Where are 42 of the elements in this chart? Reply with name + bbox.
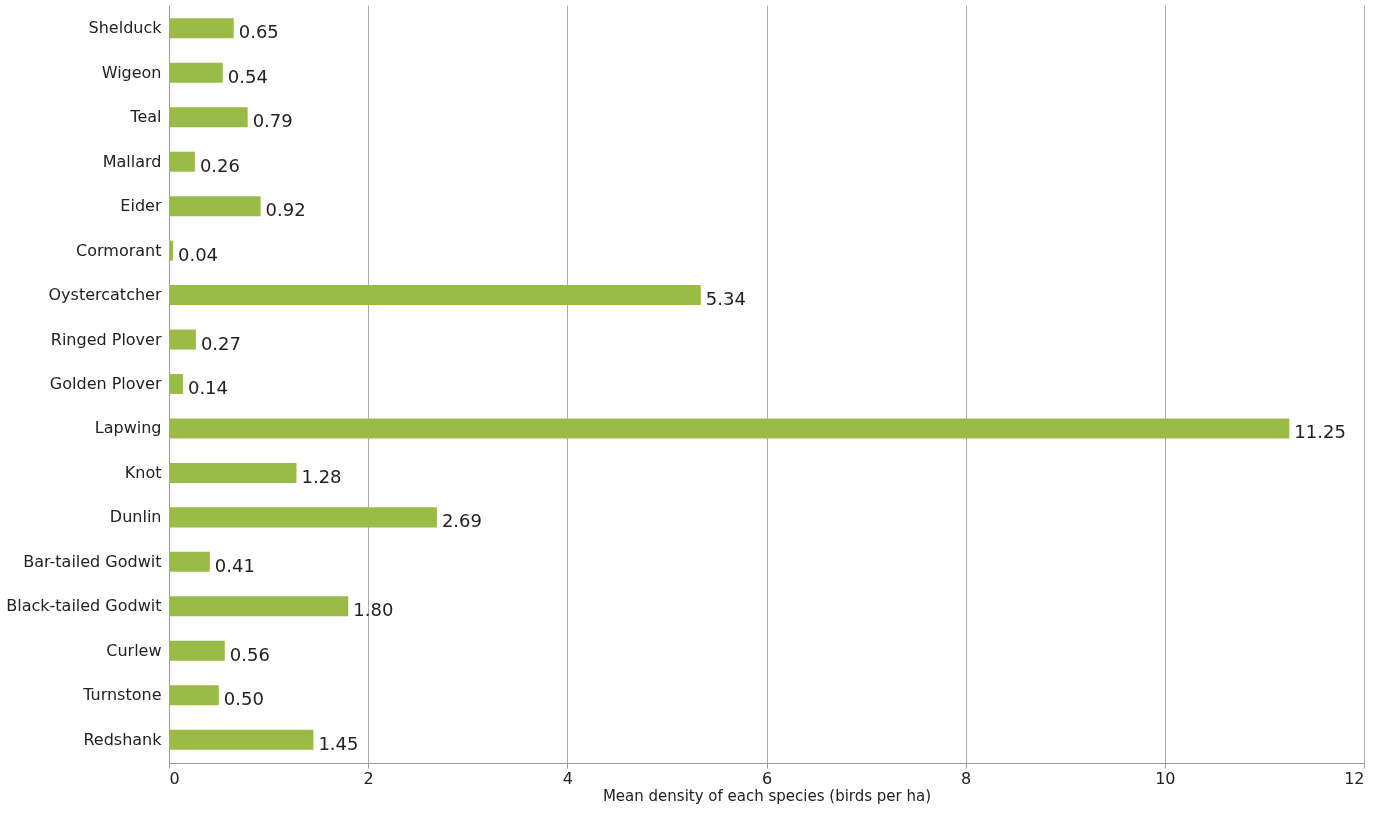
data-label: 0.27	[200, 332, 241, 354]
y-tick-label: Curlew	[106, 640, 162, 660]
data-label: 0.04	[177, 243, 219, 265]
y-tick-label: Cormorant	[76, 240, 162, 260]
y-tick-label: Redshank	[83, 729, 163, 749]
data-label: 0.65	[238, 21, 279, 43]
data-label: 1.28	[301, 465, 342, 487]
data-label: 1.45	[318, 732, 359, 754]
y-tick-label: Dunlin	[109, 507, 162, 527]
data-label: 0.56	[229, 643, 270, 665]
y-tick-label: Lapwing	[94, 418, 162, 438]
y-tick-label: Mallard	[102, 151, 162, 171]
y-tick-label: Oystercatcher	[48, 285, 162, 305]
data-label: 0.92	[265, 199, 306, 221]
y-tick-label: Wigeon	[101, 62, 162, 82]
data-label: 0.26	[199, 154, 240, 176]
data-label: 1.80	[353, 599, 394, 621]
data-label: 0.54	[227, 65, 268, 87]
y-tick-label: Turnstone	[82, 685, 162, 705]
y-tick-label: Ringed Plover	[50, 329, 162, 349]
y-tick-label: Black-tailed Godwit	[6, 596, 162, 616]
y-tick-label: Bar-tailed Godwit	[23, 551, 162, 571]
x-tick-label: 8	[961, 768, 972, 788]
y-tick-label: Eider	[120, 196, 162, 216]
data-label: 5.34	[705, 288, 746, 310]
data-label: 11.25	[1294, 421, 1346, 443]
y-tick-label: Golden Plover	[49, 374, 162, 393]
x-axis-title: Mean density of each species (birds per ha)	[602, 786, 932, 805]
data-label: 2.69	[441, 510, 482, 532]
x-tick-label: 12	[1344, 768, 1365, 788]
x-tick-label: 6	[761, 768, 773, 788]
y-tick-label: Teal	[129, 107, 162, 127]
data-label: 0.41	[214, 554, 255, 576]
data-label: 0.14	[187, 377, 229, 398]
y-tick-label: Shelduck	[88, 18, 163, 38]
data-label: 0.50	[223, 688, 264, 710]
x-tick-label: 0	[169, 768, 180, 788]
x-tick-label: 4	[562, 768, 573, 788]
y-tick-label: Knot	[124, 462, 162, 482]
x-tick-label: 2	[363, 768, 374, 788]
data-label: 0.79	[252, 110, 293, 132]
x-tick-label: 10	[1155, 768, 1176, 788]
